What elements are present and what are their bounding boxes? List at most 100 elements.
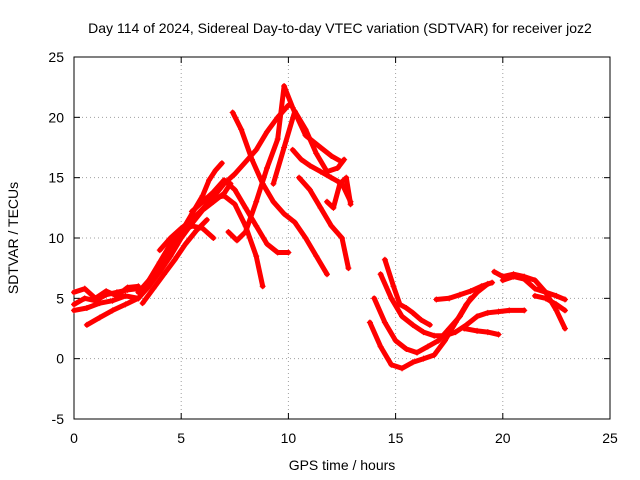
data-point: [135, 295, 142, 302]
data-point: [156, 268, 163, 275]
data-point: [317, 204, 324, 211]
data-point: [399, 365, 406, 372]
data-point: [433, 296, 440, 303]
data-point: [302, 235, 309, 241]
x-axis-label: GPS time / hours: [289, 457, 396, 473]
data-point: [531, 277, 538, 284]
data-point: [302, 126, 309, 133]
data-point: [390, 283, 397, 290]
series-line: [270, 108, 347, 187]
data-point: [441, 332, 448, 339]
data-point: [203, 216, 210, 223]
series-line: [461, 326, 501, 337]
data-point: [263, 128, 270, 135]
series-line: [200, 177, 291, 255]
data-point: [467, 288, 474, 295]
data-point: [484, 309, 491, 316]
data-point: [167, 235, 174, 241]
data-point: [71, 289, 77, 296]
data-point: [403, 346, 410, 353]
data-point: [409, 309, 416, 316]
data-point: [242, 204, 249, 211]
data-point: [388, 295, 395, 302]
x-tick-labels: 0 5 10 15 20 25: [70, 430, 618, 446]
data-point: [71, 301, 77, 308]
data-point: [210, 235, 217, 241]
x-tick-label: 15: [388, 430, 404, 446]
series-arc-25: [499, 273, 568, 303]
data-point: [206, 177, 213, 184]
data-point: [381, 319, 388, 326]
data-point: [289, 146, 296, 153]
data-point: [409, 321, 416, 328]
data-point: [96, 300, 103, 307]
data-point: [178, 225, 185, 232]
data-point: [146, 277, 153, 284]
x-tick-label: 10: [281, 430, 297, 446]
data-point: [347, 201, 354, 208]
data-point: [225, 228, 232, 235]
data-point: [274, 249, 281, 256]
data-point: [542, 295, 549, 302]
series-arc-17: [323, 174, 354, 211]
data-point: [81, 285, 88, 292]
data-point: [199, 192, 206, 199]
data-point: [210, 195, 217, 202]
data-point: [323, 198, 330, 205]
data-point: [156, 259, 163, 266]
data-point: [506, 307, 513, 314]
data-point: [178, 235, 185, 241]
series-arc-13: [229, 109, 330, 278]
series-arc-26: [531, 292, 568, 314]
data-point: [238, 126, 245, 133]
data-point: [339, 235, 345, 241]
data-point: [377, 271, 384, 278]
data-point: [281, 144, 288, 151]
data-point: [122, 301, 129, 308]
data-point: [531, 285, 538, 292]
series-line: [371, 295, 474, 356]
data-point: [296, 174, 303, 181]
series-group: [71, 82, 568, 372]
data-point: [521, 307, 528, 314]
data-point: [334, 165, 341, 172]
data-point: [242, 158, 249, 165]
data-point: [233, 237, 240, 244]
data-point: [161, 271, 168, 278]
series-line: [230, 110, 330, 277]
data-point: [446, 295, 453, 302]
data-point: [396, 301, 403, 308]
data-point: [210, 189, 217, 196]
data-point: [345, 265, 352, 272]
data-point: [328, 152, 335, 159]
data-point: [495, 308, 502, 315]
data-point: [124, 286, 131, 293]
y-tick-label: 20: [48, 109, 64, 125]
data-point: [259, 180, 266, 187]
data-point: [103, 291, 110, 298]
data-point: [263, 241, 270, 248]
data-point: [542, 289, 549, 296]
x-tick-label: 5: [177, 430, 185, 446]
x-tick-label: 0: [70, 430, 78, 446]
data-point: [291, 219, 298, 226]
series-line: [532, 293, 568, 313]
y-tick-label: -5: [52, 411, 65, 427]
data-point: [188, 222, 195, 229]
data-point: [229, 109, 236, 116]
y-tick-label: 25: [48, 49, 64, 65]
data-point: [341, 156, 348, 163]
data-point: [388, 361, 395, 368]
data-point: [83, 304, 90, 311]
data-point: [420, 355, 427, 362]
series-line: [296, 175, 351, 271]
data-point: [221, 192, 228, 199]
data-point: [343, 174, 350, 181]
series-arc-11: [199, 177, 292, 256]
data-point: [199, 225, 206, 232]
data-point: [328, 174, 335, 181]
data-point: [289, 104, 296, 111]
data-point: [231, 186, 238, 193]
series-line: [225, 83, 345, 243]
data-point: [306, 186, 313, 193]
